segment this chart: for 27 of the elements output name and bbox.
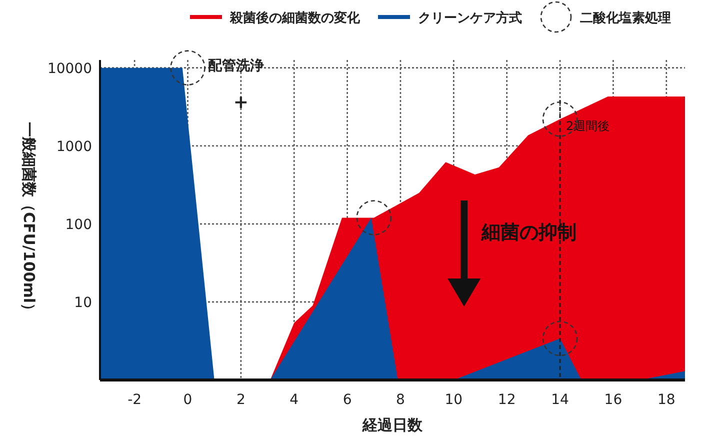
x-tick-label: 18 [657, 392, 676, 408]
x-tick-label: -2 [128, 392, 142, 408]
x-axis-title: 経過日数 [362, 416, 424, 434]
x-tick-label: 8 [396, 392, 405, 408]
legend-label: クリーンケア方式 [418, 10, 522, 26]
x-tick-label: 14 [551, 392, 570, 408]
y-tick-label: 1000 [56, 138, 92, 155]
y-tick-label: 10000 [47, 60, 92, 77]
point [356, 200, 392, 236]
x-tick-label: 10 [444, 392, 463, 408]
y-axis-title: 一般細菌数（CFU/100ml） [20, 122, 38, 318]
annotation: 配管洗浄 [208, 58, 264, 74]
x-tick-label: 12 [498, 392, 516, 408]
y-tick-label: 10 [74, 294, 92, 311]
x-tick-label: 16 [604, 392, 622, 408]
point [542, 320, 578, 356]
x-tick-label: 4 [290, 392, 299, 408]
ref-line-label: 2週間後 [566, 119, 610, 133]
annotation: 細菌の抑制 [480, 221, 577, 244]
x-tick-label: 2 [236, 392, 246, 408]
legend-label: 殺菌後の細菌数の変化 [229, 10, 361, 26]
y-tick-label: 100 [65, 216, 92, 233]
legend-label: 二酸化塩素処理 [580, 10, 671, 26]
x-tick-label: 6 [342, 392, 352, 408]
point [170, 50, 206, 86]
annotation: + [233, 92, 248, 113]
x-tick-label: 0 [183, 392, 192, 408]
